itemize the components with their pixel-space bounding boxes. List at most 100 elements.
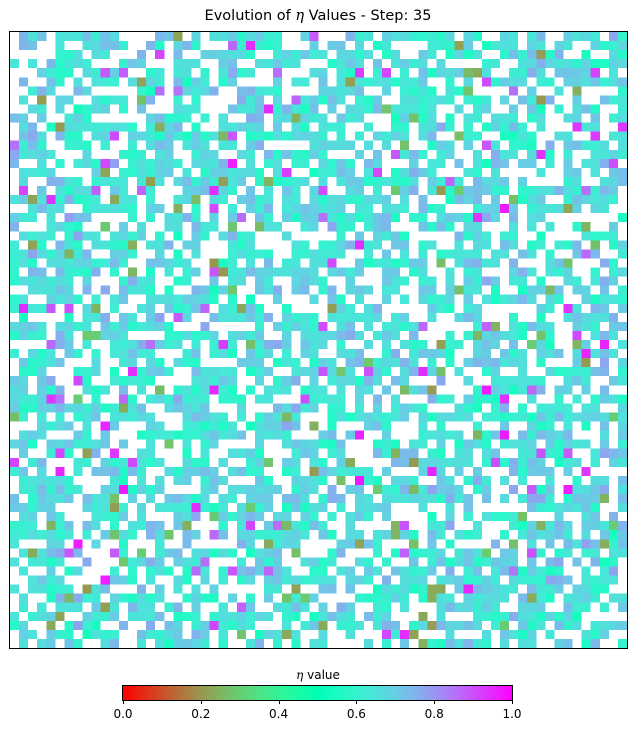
heatmap-cell [209, 213, 219, 223]
heatmap-cell [354, 475, 364, 485]
heatmap-cell [472, 484, 482, 494]
heatmap-cell [463, 249, 473, 259]
heatmap-cell [608, 566, 618, 576]
heatmap-cell [291, 321, 301, 331]
heatmap-cell [37, 240, 47, 250]
heatmap-cell [155, 629, 165, 639]
heatmap-cell [127, 59, 138, 69]
heatmap-cell [254, 113, 265, 123]
heatmap-cell [363, 176, 373, 186]
heatmap-cell [590, 457, 600, 467]
heatmap-cell [318, 140, 328, 150]
heatmap-cell [10, 611, 20, 621]
heatmap-cell [536, 186, 546, 196]
heatmap-cell [463, 122, 473, 132]
heatmap-cell [445, 68, 455, 78]
heatmap-cell [445, 575, 455, 585]
heatmap-cell [46, 394, 56, 404]
heatmap-cell [509, 32, 519, 42]
heatmap-cell [146, 457, 156, 467]
heatmap-cell [19, 95, 29, 105]
heatmap-cell [572, 312, 582, 322]
heatmap-cell [617, 521, 627, 531]
heatmap-cell [245, 186, 255, 196]
heatmap-cell [581, 494, 591, 504]
heatmap-cell [608, 113, 618, 123]
heatmap-cell [19, 303, 29, 313]
heatmap-cell [400, 575, 410, 585]
heatmap-cell [336, 321, 346, 331]
heatmap-cell [527, 439, 537, 449]
heatmap-cell [490, 593, 500, 603]
heatmap-cell [527, 548, 537, 558]
heatmap-cell [572, 367, 582, 377]
heatmap-cell [345, 412, 355, 422]
heatmap-cell [55, 195, 65, 205]
heatmap-cell [91, 267, 101, 277]
heatmap-cell [581, 294, 591, 304]
heatmap-cell [64, 231, 74, 241]
heatmap-cell [490, 195, 500, 205]
heatmap-cell [463, 222, 473, 232]
heatmap-cell [82, 186, 92, 196]
heatmap-cell [173, 195, 183, 205]
heatmap-cell [282, 131, 292, 141]
heatmap-cell [227, 430, 237, 440]
heatmap-cell [572, 557, 582, 567]
heatmap-cell [572, 593, 582, 603]
heatmap-cell [309, 448, 319, 458]
heatmap-cell [245, 385, 255, 395]
heatmap-cell [454, 231, 464, 241]
heatmap-cell [118, 330, 128, 340]
heatmap-cell [164, 403, 174, 413]
heatmap-cell [137, 503, 147, 513]
heatmap-cell [146, 494, 156, 504]
heatmap-cell [400, 86, 410, 96]
heatmap-cell [472, 548, 482, 558]
heatmap-cell [509, 41, 519, 51]
heatmap-cell [472, 584, 482, 594]
heatmap-cell [109, 602, 119, 612]
heatmap-cell [191, 140, 201, 150]
heatmap-cell [155, 430, 165, 440]
heatmap-cell [46, 285, 56, 295]
heatmap-cell [363, 539, 373, 549]
heatmap-cell [146, 575, 156, 585]
heatmap-cell [28, 367, 38, 377]
heatmap-cell [363, 638, 373, 648]
heatmap-cell [318, 68, 328, 78]
heatmap-cell [391, 394, 401, 404]
heatmap-cell [509, 548, 519, 558]
heatmap-cell [100, 385, 110, 395]
heatmap-cell [318, 430, 328, 440]
heatmap-cell [127, 140, 138, 150]
heatmap-cell [518, 475, 528, 485]
heatmap-cell [191, 59, 201, 69]
heatmap-cell [91, 195, 101, 205]
heatmap-cell [127, 195, 138, 205]
heatmap-cell [400, 167, 410, 177]
heatmap-cell [499, 611, 510, 621]
heatmap-cell [472, 358, 482, 368]
heatmap-cell [563, 276, 573, 286]
heatmap-cell [164, 466, 174, 476]
heatmap-cell [545, 584, 555, 594]
heatmap-cell [309, 222, 319, 232]
heatmap-cell [291, 602, 301, 612]
heatmap-cell [490, 167, 500, 177]
heatmap-cell [200, 394, 210, 404]
heatmap-cell [137, 77, 147, 87]
heatmap-cell [10, 303, 20, 313]
heatmap-cell [282, 358, 292, 368]
heatmap-cell [382, 530, 392, 540]
heatmap-cell [527, 195, 537, 205]
heatmap-cell [400, 131, 410, 141]
heatmap-cell [318, 602, 328, 612]
heatmap-cell [146, 167, 156, 177]
heatmap-cell [236, 167, 246, 177]
heatmap-cell [372, 303, 383, 313]
heatmap-cell [127, 240, 138, 250]
heatmap-cell [382, 86, 392, 96]
heatmap-cell [608, 195, 618, 205]
heatmap-cell [490, 430, 500, 440]
